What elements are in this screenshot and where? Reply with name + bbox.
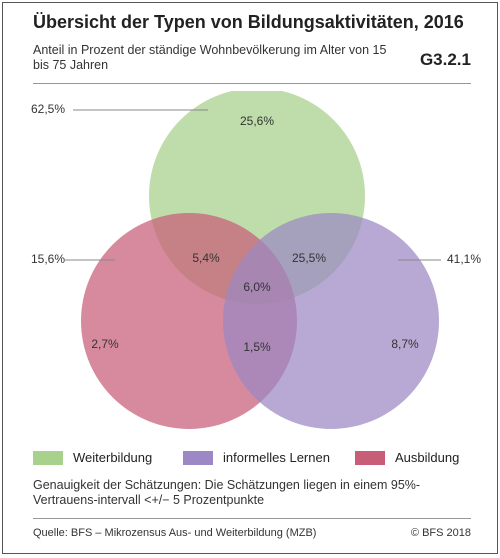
legend-item-weiterbildung: Weiterbildung [33, 450, 152, 465]
legend-item-informelles-lernen: informelles Lernen [183, 450, 330, 465]
source-text: Quelle: BFS – Mikrozensus Aus- und Weite… [33, 527, 317, 539]
legend-label-ausbildung: Ausbildung [395, 450, 460, 465]
chart-subtitle: Anteil in Prozent der ständige Wohnbevöl… [33, 43, 387, 72]
copyright-text: © BFS 2018 [410, 527, 471, 539]
legend-swatch-informelles-lernen [183, 450, 213, 465]
only-weiterbildung-label: 25,6% [240, 114, 274, 128]
legend: Weiterbildung informelles Lernen Ausbild… [33, 450, 473, 468]
legend-label-weiterbildung: Weiterbildung [73, 450, 153, 465]
header-divider [33, 83, 471, 84]
intersection-all-label: 6,0% [243, 280, 271, 294]
legend-swatch-weiterbildung [33, 450, 63, 465]
venn-circles [81, 91, 439, 429]
chart-title: Übersicht der Typen von Bildungsaktivitä… [33, 12, 464, 32]
legend-label-informelles-lernen: informelles Lernen [223, 450, 330, 465]
venn-labels: 62,5% 15,6% 41,1% 25,6% 2,7% 8,7% 5,4% 2… [31, 102, 481, 354]
total-informelles-lernen-label: 41,1% [447, 252, 481, 266]
legend-swatch-ausbildung [355, 450, 385, 465]
legend-item-ausbildung: Ausbildung [355, 450, 459, 465]
only-ausbildung-label: 2,7% [91, 337, 119, 351]
intersection-weiterbildung-informell-label: 25,5% [292, 251, 326, 265]
chart-code: G3.2.1 [419, 50, 471, 69]
intersection-weiterbildung-ausbildung-label: 5,4% [192, 251, 220, 265]
total-ausbildung-label: 15,6% [31, 252, 65, 266]
only-informelles-lernen-label: 8,7% [391, 337, 419, 351]
circle-informelles-lernen [223, 213, 439, 429]
venn-diagram: 62,5% 15,6% 41,1% 25,6% 2,7% 8,7% 5,4% 2… [31, 91, 481, 429]
accuracy-note: Genauigkeit der Schätzungen: Die Schätzu… [33, 478, 421, 507]
total-weiterbildung-label: 62,5% [31, 102, 65, 116]
footer-divider [33, 518, 471, 519]
leader-lines [65, 109, 441, 261]
intersection-informell-ausbildung-label: 1,5% [243, 340, 271, 354]
